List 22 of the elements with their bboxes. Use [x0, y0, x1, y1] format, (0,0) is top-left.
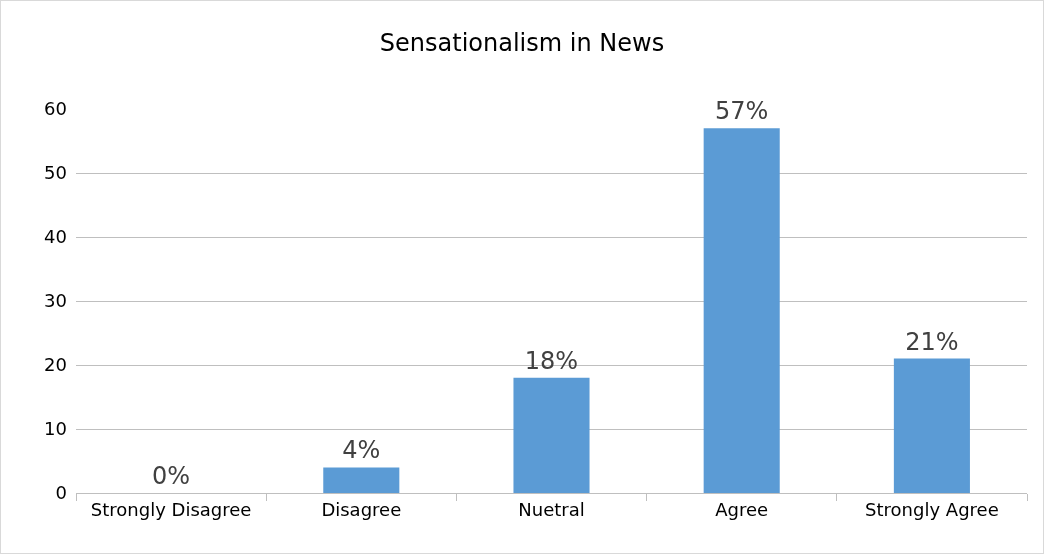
- y-tick-label: 0: [55, 482, 67, 504]
- data-label: 18%: [524, 346, 579, 375]
- bar: [323, 467, 400, 493]
- data-label: 4%: [342, 436, 381, 465]
- y-tick-label: 10: [44, 418, 67, 440]
- x-tick-label: Disagree: [321, 498, 402, 520]
- bar: [703, 128, 780, 493]
- bar: [513, 377, 590, 493]
- y-tick-label: 60: [44, 98, 67, 120]
- x-tick-label: Nuetral: [518, 498, 585, 520]
- data-label: 0%: [152, 462, 191, 490]
- y-tick-label: 20: [44, 354, 67, 376]
- y-tick-label: 30: [44, 290, 67, 312]
- x-tick-label: Agree: [715, 498, 769, 520]
- x-tick-label: Strongly Agree: [865, 498, 999, 520]
- bar: [893, 358, 970, 493]
- data-label: 57%: [715, 97, 769, 126]
- x-tick-label: Strongly Disagree: [90, 498, 252, 520]
- y-tick-label: 50: [44, 162, 67, 184]
- y-tick-label: 40: [44, 226, 67, 248]
- data-label: 21%: [905, 327, 959, 356]
- chart-title: Sensationalism in News: [379, 28, 665, 57]
